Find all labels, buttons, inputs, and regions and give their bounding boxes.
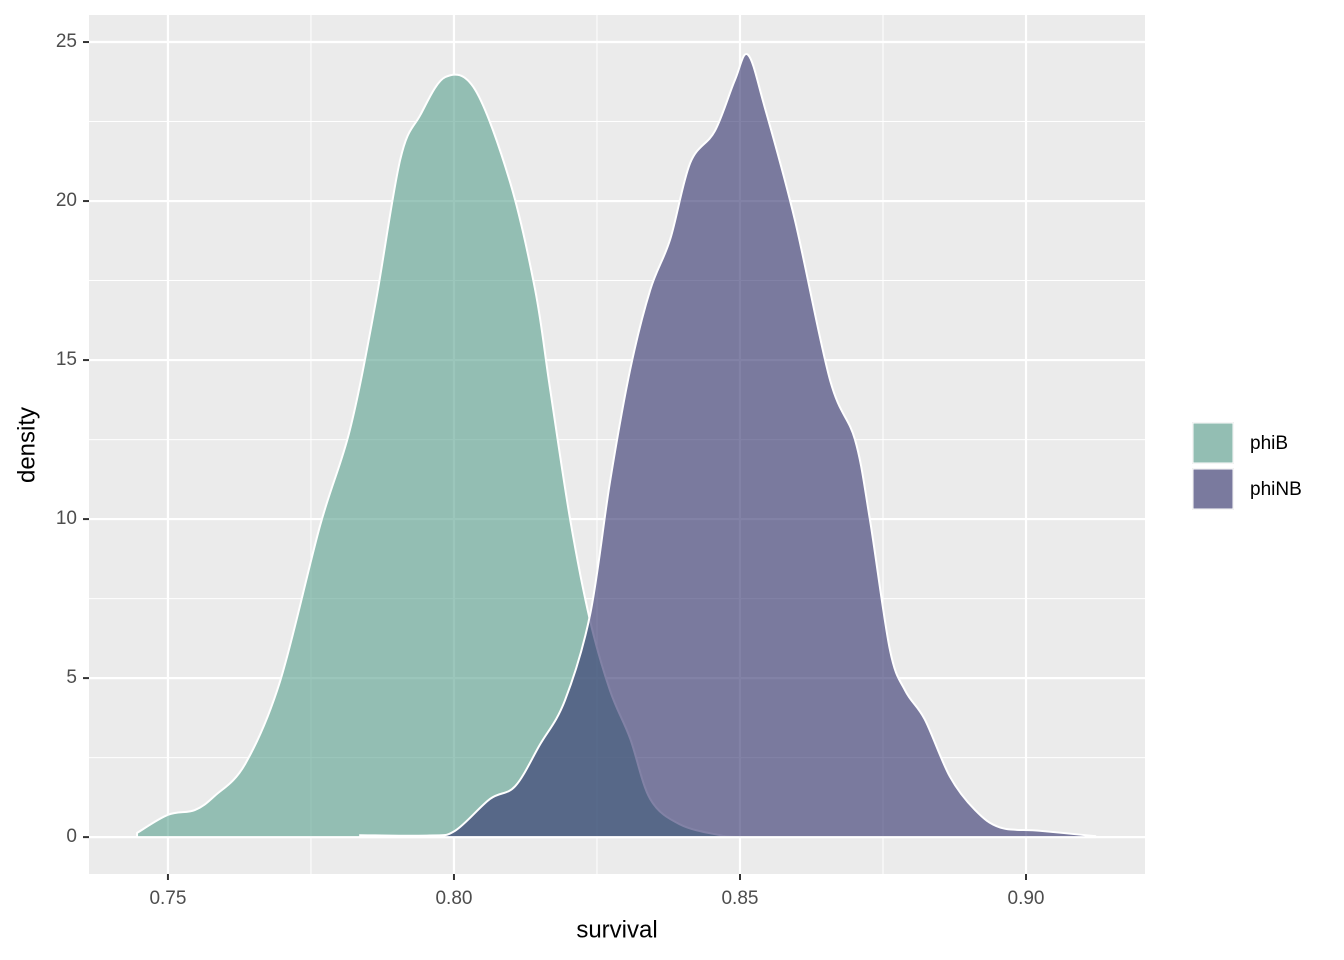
x-tick-label: 0.80 <box>435 888 472 909</box>
axes: 0.75 0.80 0.85 0.90 0 5 10 15 20 25 <box>56 31 1045 909</box>
legend-label: phiNB <box>1250 479 1302 500</box>
legend: phiB phiNB <box>1192 422 1302 510</box>
density-area <box>359 52 1097 839</box>
y-tick-label: 20 <box>56 190 77 211</box>
y-tick-label: 0 <box>66 826 77 847</box>
y-tick-label: 25 <box>56 31 77 52</box>
legend-label: phiB <box>1250 433 1288 454</box>
legend-key <box>1192 422 1234 464</box>
x-tick-label: 0.90 <box>1008 888 1045 909</box>
y-tick-label: 15 <box>56 349 77 370</box>
legend-key <box>1192 468 1234 510</box>
y-tick-label: 10 <box>56 508 77 529</box>
y-axis-title: density <box>13 407 40 483</box>
x-tick-label: 0.75 <box>149 888 186 909</box>
x-axis-title: survival <box>576 916 657 943</box>
areas <box>136 52 1097 839</box>
x-tick-label: 0.85 <box>721 888 758 909</box>
y-tick-label: 5 <box>66 667 77 688</box>
